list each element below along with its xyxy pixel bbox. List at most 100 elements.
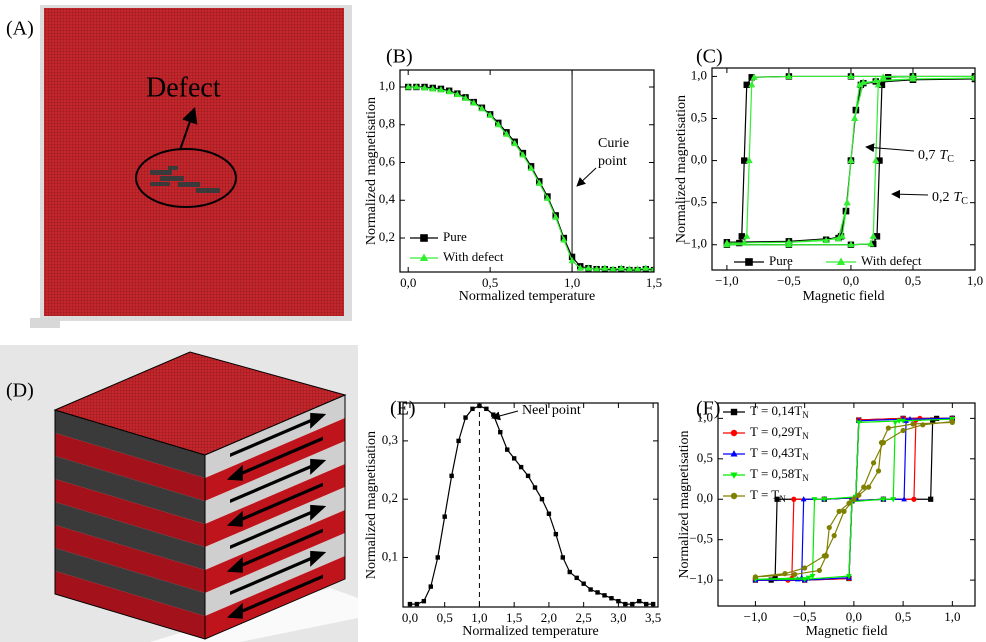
defect-cell xyxy=(178,182,200,187)
data-point xyxy=(602,593,607,598)
data-point xyxy=(595,590,600,595)
data-point xyxy=(847,240,855,248)
data-point xyxy=(867,240,875,247)
lattice xyxy=(44,8,344,316)
defect-cell xyxy=(196,188,220,193)
data-point xyxy=(525,473,531,479)
legend-name: T = 0,58T xyxy=(750,466,802,481)
y-tick-label: 0,8 xyxy=(379,116,395,131)
legend-label: Pure xyxy=(769,253,793,268)
legend-name: With defect xyxy=(861,253,922,268)
data-point xyxy=(552,213,560,220)
defect-arrow xyxy=(179,106,198,151)
data-point xyxy=(560,555,566,560)
x-tick-label: 1,5 xyxy=(506,610,522,625)
x-tick-label: 3,0 xyxy=(610,610,626,625)
panel-label: (A) xyxy=(6,18,34,40)
data-point xyxy=(831,533,837,539)
layer xyxy=(55,570,205,639)
data-point xyxy=(856,492,862,498)
data-point xyxy=(774,496,780,502)
data-point xyxy=(543,194,552,201)
data-point xyxy=(442,514,447,519)
data-point xyxy=(560,236,568,243)
plot-area xyxy=(752,415,956,583)
data-point xyxy=(805,575,812,581)
legend-name: Pure xyxy=(443,229,467,244)
data-point xyxy=(421,84,429,91)
data-point xyxy=(809,573,816,580)
data-point xyxy=(584,264,592,271)
y-tick-label: −1,0 xyxy=(689,571,713,586)
legend-label: Pure xyxy=(443,229,467,244)
data-point xyxy=(911,496,917,502)
defect-cell xyxy=(168,166,178,170)
data-point xyxy=(609,265,617,272)
spin-arrow xyxy=(226,528,323,573)
data-point xyxy=(874,80,882,88)
legend-name: T = 0,14T xyxy=(750,403,802,418)
x-tick-label: 1,0 xyxy=(944,609,960,624)
layer xyxy=(55,455,205,524)
legend-label: T = 0,14TN xyxy=(750,403,809,420)
data-point xyxy=(738,233,745,240)
data-point xyxy=(553,531,559,537)
data-point xyxy=(539,496,545,502)
plot-area xyxy=(407,403,656,607)
panel-a-image: Defect xyxy=(30,5,352,328)
data-point xyxy=(866,484,872,490)
data-point xyxy=(836,508,842,514)
data-point xyxy=(637,598,642,604)
data-point xyxy=(505,447,510,452)
data-point xyxy=(462,94,470,101)
layer xyxy=(55,409,205,478)
data-point xyxy=(750,73,758,80)
annotation-subscript: C xyxy=(961,196,968,207)
x-tick-label: 0,0 xyxy=(843,273,859,288)
panel-label: (B) xyxy=(386,46,413,68)
data-point xyxy=(743,232,751,239)
spin-arrow xyxy=(230,504,327,550)
top-face xyxy=(53,351,347,456)
data-point xyxy=(879,73,887,80)
annotation-arrow xyxy=(576,167,597,187)
x-tick-label: 1,0 xyxy=(967,273,983,288)
legend-name: T = T xyxy=(750,487,779,502)
data-point xyxy=(601,264,609,271)
data-point xyxy=(847,156,855,164)
shadow xyxy=(30,318,60,328)
data-point xyxy=(581,581,586,586)
plot-area xyxy=(723,72,975,248)
x-tick-label: 2,5 xyxy=(576,610,592,625)
data-point xyxy=(576,264,584,271)
annotation: point xyxy=(598,154,627,169)
y-tick-label: 0,5 xyxy=(691,109,707,124)
data-point xyxy=(567,569,572,575)
data-point xyxy=(568,256,576,264)
legend-marker xyxy=(730,492,738,500)
legend-subscript: N xyxy=(779,494,786,504)
data-point xyxy=(470,406,475,412)
spin-arrow xyxy=(226,482,323,527)
data-point xyxy=(407,601,413,607)
defect-cell xyxy=(150,170,172,175)
data-point xyxy=(792,571,798,578)
x-tick-label: 1,0 xyxy=(564,275,580,290)
data-point xyxy=(873,233,881,240)
data-point xyxy=(872,156,880,164)
data-point xyxy=(616,598,621,604)
data-point xyxy=(838,232,846,239)
data-point xyxy=(896,418,903,424)
x-tick-label: 1,0 xyxy=(471,610,487,625)
legend-name: T = 0,43T xyxy=(750,445,802,460)
legend-marker xyxy=(419,253,429,262)
data-point xyxy=(518,464,524,470)
legend-name: With defect xyxy=(443,249,504,264)
data-point xyxy=(527,164,535,171)
data-point xyxy=(901,496,907,502)
legend-marker xyxy=(730,429,738,437)
legend-marker xyxy=(745,258,753,266)
data-point xyxy=(453,90,461,98)
data-point xyxy=(816,567,823,574)
y-tick-label: 1,0 xyxy=(697,409,713,424)
